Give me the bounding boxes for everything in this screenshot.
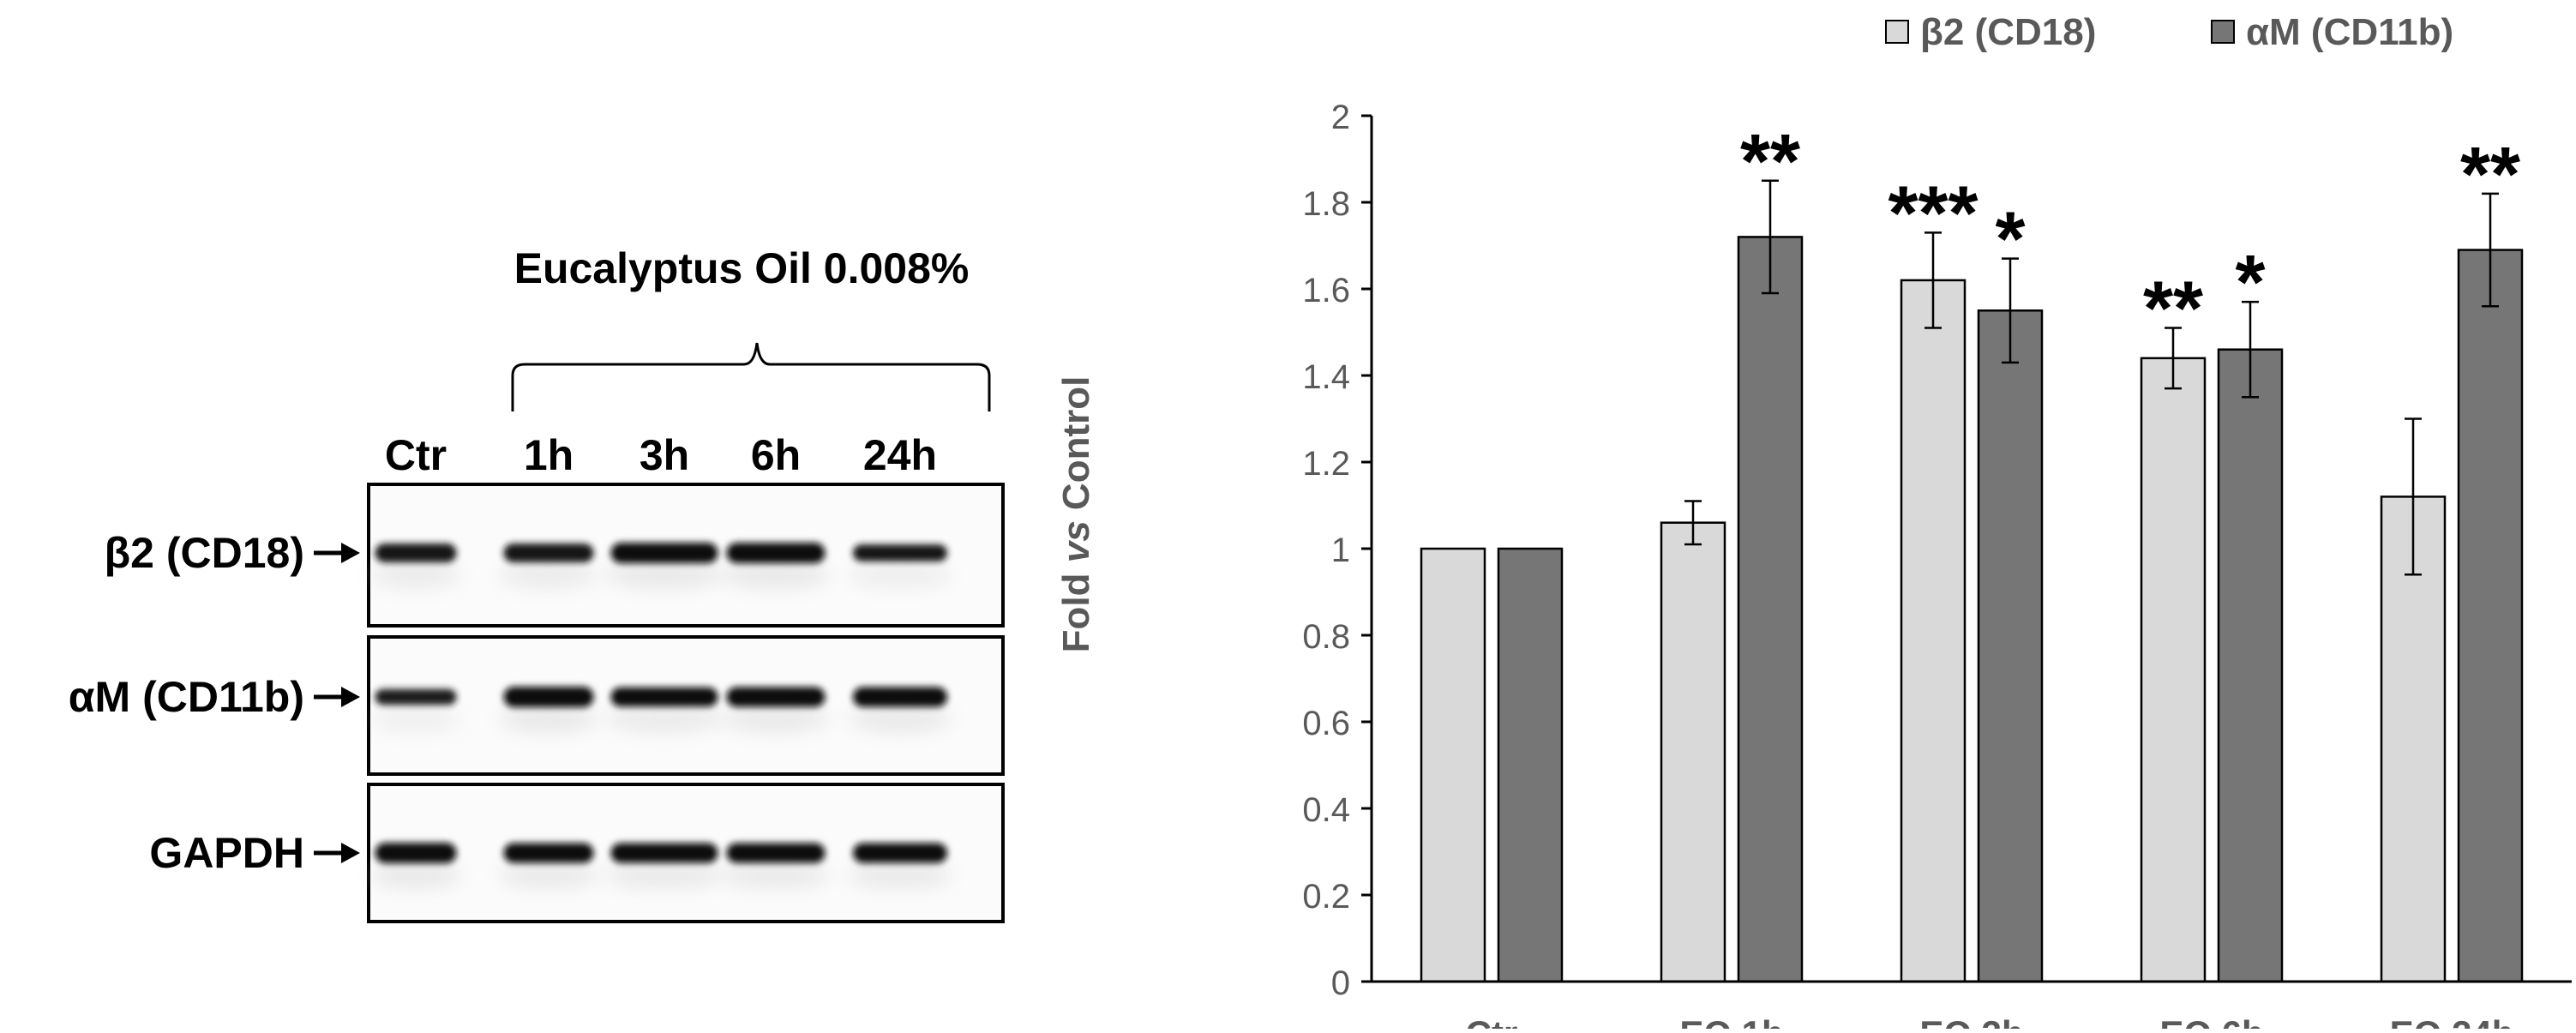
y-tick-label: 1.4 — [1302, 358, 1350, 396]
treatment-label: Eucalyptus Oil 0.008% — [514, 244, 970, 292]
band-smudge — [499, 706, 598, 733]
bar-chart-panel: β2 (CD18) αM (CD11b) 0 0.2 0.4 0.6 0.8 1 1.2 1.4… — [1029, 0, 2576, 1033]
x-axis: Ctr EO 1h EO 3h EO 6h EO 24h — [1372, 980, 2572, 1033]
bar — [1737, 236, 1804, 983]
blot-row: αM (CD11b) — [69, 635, 1005, 776]
blot-band — [610, 843, 718, 863]
blot-band — [726, 543, 826, 563]
legend-swatch — [2211, 20, 2235, 44]
western-blot-figure: Eucalyptus Oil 0.008% Ctr 1h 3h 6h 24h β2 (C… — [69, 244, 1005, 923]
bar — [1900, 279, 1967, 983]
x-tick-label: EO 24h — [2390, 1013, 2514, 1029]
bar — [2140, 357, 2207, 983]
band-smudge — [848, 706, 952, 733]
arrow-icon — [341, 843, 360, 863]
blot-band — [853, 687, 947, 707]
lane-label: 24h — [863, 431, 937, 479]
x-tick-label: EO 1h — [1679, 1013, 1783, 1029]
significance-label: ** — [2143, 266, 2203, 351]
blot-rows: β2 (CD18) αM (CD11b) GAPDH — [69, 483, 1005, 923]
band-smudge — [605, 706, 724, 733]
x-tick-label: EO 3h — [1919, 1013, 2023, 1029]
band-smudge — [848, 562, 952, 589]
blot-band — [503, 687, 594, 707]
significance-label: ** — [1740, 119, 1800, 205]
blot-band — [503, 544, 594, 562]
y-tick-label: 1.6 — [1302, 272, 1350, 309]
legend-label: αM (CD11b) — [2246, 11, 2453, 53]
band-smudge — [721, 862, 831, 889]
bar — [2457, 249, 2524, 983]
bar — [1497, 547, 1564, 983]
blot-row-label: αM (CD11b) — [69, 673, 304, 721]
y-tick-label: 1 — [1331, 532, 1350, 569]
lane-label: Ctr — [385, 431, 447, 479]
y-tick-label: 1.2 — [1302, 445, 1350, 483]
y-axis-label-suffix: Control — [1055, 376, 1097, 521]
significance-label: * — [2235, 240, 2265, 326]
band-smudge — [370, 706, 461, 733]
western-blot-panel: Eucalyptus Oil 0.008% Ctr 1h 3h 6h 24h β2 (C… — [0, 0, 1029, 1029]
bar — [1420, 547, 1486, 983]
blot-row-label: β2 (CD18) — [105, 529, 304, 577]
y-tick-label: 0.8 — [1302, 618, 1350, 656]
blot-row: β2 (CD18) — [105, 483, 1005, 628]
y-axis-label-prefix: Fold — [1055, 562, 1097, 652]
y-axis-label: Fold vs Control — [1055, 376, 1097, 653]
blot-row-label: GAPDH — [149, 829, 304, 877]
y-tick-label: 1.8 — [1302, 185, 1350, 223]
bar — [1977, 309, 2044, 983]
y-axis: 0 0.2 0.4 0.6 0.8 1 1.2 1.4 1.6 1.8 2 — [1302, 99, 1373, 1002]
lane-labels: Ctr 1h 3h 6h 24h — [385, 431, 937, 479]
y-axis-label-italic: vs — [1055, 520, 1097, 562]
band-smudge — [721, 706, 831, 733]
legend-label: β2 (CD18) — [1920, 11, 2096, 53]
blot-row: GAPDH — [149, 783, 1005, 923]
blot-band — [610, 543, 718, 563]
legend-swatch — [1885, 20, 1909, 44]
lane-label: 6h — [751, 431, 801, 479]
y-tick-label: 0.2 — [1302, 878, 1350, 916]
chart-legend: β2 (CD18) αM (CD11b) — [1885, 11, 2453, 53]
bar — [1660, 521, 1726, 983]
bar-chart: β2 (CD18) αM (CD11b) 0 0.2 0.4 0.6 0.8 1 1.2 1.4… — [1055, 11, 2572, 1033]
significance-label: ** — [2460, 132, 2520, 218]
band-smudge — [605, 562, 724, 589]
legend-item: αM (CD11b) — [2211, 11, 2453, 53]
band-smudge — [848, 862, 952, 889]
significance-label: *** — [1888, 171, 1978, 256]
y-tick-label: 2 — [1331, 99, 1350, 136]
significance-label: * — [1995, 197, 2025, 283]
blot-band — [853, 544, 947, 562]
y-tick-label: 0.4 — [1302, 791, 1350, 829]
band-smudge — [370, 862, 461, 889]
blot-band — [726, 843, 826, 863]
arrow-icon — [341, 543, 360, 563]
bar — [2217, 348, 2284, 983]
lane-label: 1h — [524, 431, 573, 479]
band-smudge — [370, 562, 461, 589]
treatment-brace — [511, 342, 991, 411]
band-smudge — [721, 562, 831, 589]
x-tick-label: Ctr — [1466, 1013, 1518, 1029]
blot-band — [375, 843, 457, 863]
blot-band — [375, 688, 457, 706]
band-smudge — [499, 562, 598, 589]
blot-band — [726, 687, 826, 707]
band-smudge — [499, 862, 598, 889]
blot-band — [375, 544, 457, 562]
arrow-icon — [341, 687, 360, 707]
bars: ***** *** *** — [1420, 119, 2524, 983]
lane-label: 3h — [639, 431, 689, 479]
y-tick-label: 0 — [1331, 964, 1350, 1002]
band-smudge — [605, 862, 724, 889]
bar — [2380, 495, 2447, 983]
blot-band — [503, 843, 594, 863]
x-tick-label: EO 6h — [2159, 1013, 2263, 1029]
legend-item: β2 (CD18) — [1885, 11, 2096, 53]
blot-band — [610, 687, 718, 707]
y-tick-label: 0.6 — [1302, 705, 1350, 742]
blot-band — [853, 843, 947, 863]
